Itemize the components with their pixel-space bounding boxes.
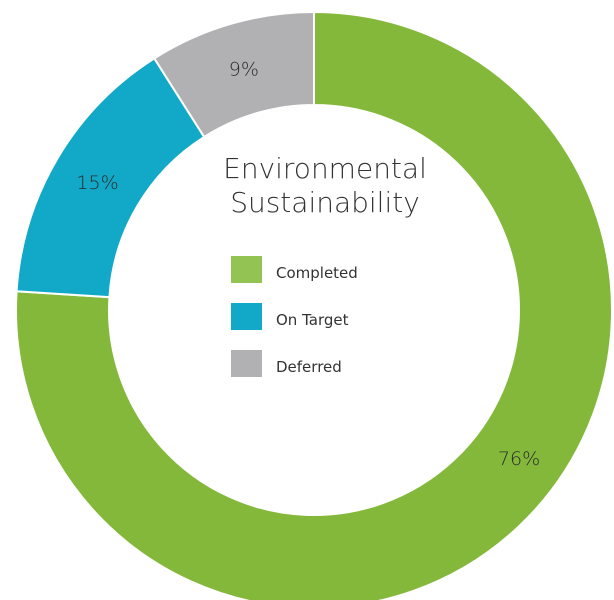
chart-title-line-1: Environmental	[223, 152, 427, 185]
slice-label-on-target: 15%	[76, 172, 118, 194]
legend-label-completed: Completed	[276, 264, 358, 282]
slice-label-completed: 76%	[498, 448, 540, 470]
slice-labels: 76% 15% 9%	[76, 58, 540, 470]
chart-title-line-2: Sustainability	[230, 186, 420, 219]
legend-swatch-on-target	[231, 303, 262, 330]
legend-swatch-deferred	[231, 350, 262, 377]
donut-slices	[15, 10, 613, 600]
slice-deferred	[152, 10, 315, 139]
slice-label-deferred: 9%	[229, 58, 259, 80]
legend-label-on-target: On Target	[276, 311, 349, 329]
chart-legend: Completed On Target Deferred	[231, 256, 358, 377]
slice-completed	[15, 10, 613, 600]
legend-swatch-completed	[231, 256, 262, 283]
chart-title: Environmental Sustainability	[223, 152, 427, 219]
legend-label-deferred: Deferred	[276, 358, 342, 376]
